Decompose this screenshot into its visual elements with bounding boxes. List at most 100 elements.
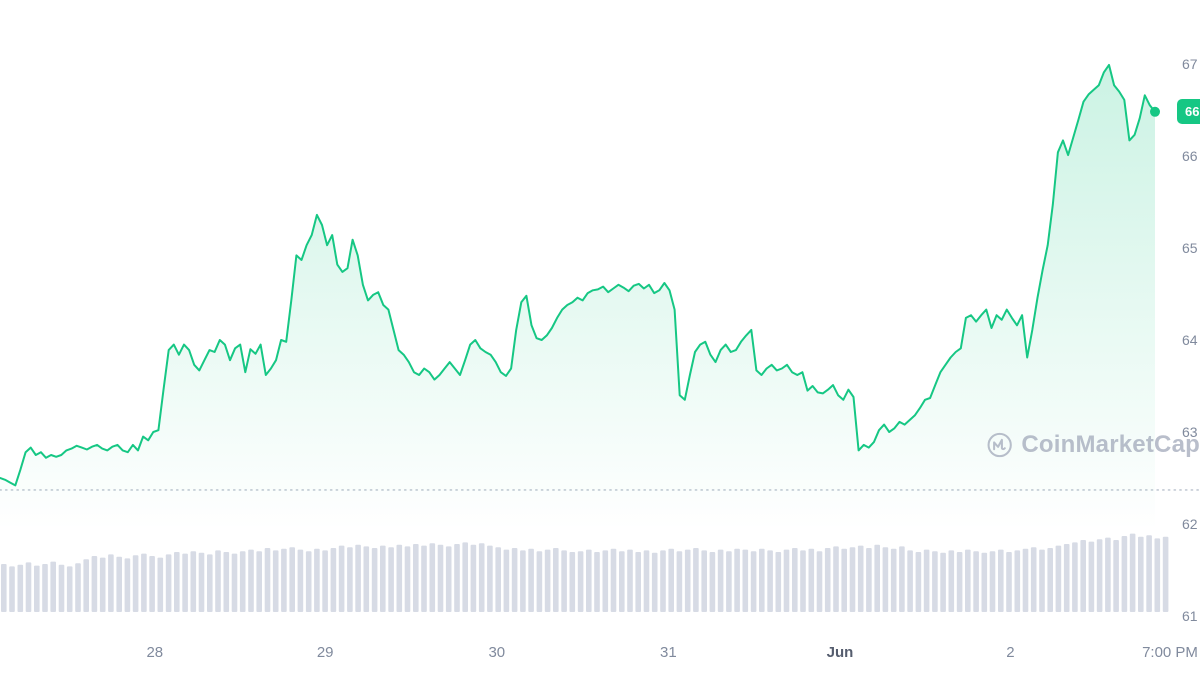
volume-bar xyxy=(520,550,526,612)
volume-bar xyxy=(182,553,188,612)
volume-bar xyxy=(149,556,155,612)
volume-bar xyxy=(528,548,534,612)
volume-bar xyxy=(717,549,724,612)
volume-bar xyxy=(141,553,147,612)
volume-bar xyxy=(890,548,897,612)
volume-bar xyxy=(445,546,452,612)
volume-bar xyxy=(1006,552,1012,612)
volume-bar xyxy=(83,559,89,612)
x-tick-label: 28 xyxy=(146,644,164,661)
coinmarketcap-logo-icon xyxy=(987,432,1012,458)
volume-bar xyxy=(923,549,930,612)
volume-bar xyxy=(701,550,707,612)
volume-bar xyxy=(157,557,164,612)
volume-bar xyxy=(454,544,460,612)
volume-bar xyxy=(973,551,979,612)
volume-bar xyxy=(1030,547,1037,612)
volume-bar xyxy=(272,550,279,612)
price-chart[interactable] xyxy=(0,0,1200,630)
y-tick-label: 63 xyxy=(1182,424,1198,440)
volume-bar xyxy=(899,546,905,612)
last-price-dot xyxy=(1150,106,1160,117)
volume-bar xyxy=(470,544,477,612)
volume-bar xyxy=(833,546,839,612)
volume-bar xyxy=(1055,545,1062,612)
volume-bar xyxy=(174,552,180,612)
volume-bar xyxy=(866,548,872,612)
volume-bars xyxy=(1,533,1169,612)
volume-bar xyxy=(1146,535,1152,612)
volume-bar xyxy=(577,551,584,612)
volume-bar xyxy=(956,552,963,612)
volume-bar xyxy=(355,544,361,612)
volume-bar xyxy=(1121,536,1128,612)
volume-bar xyxy=(322,550,328,612)
volume-bar xyxy=(132,555,139,612)
volume-bar xyxy=(907,550,913,612)
x-tick-label: 31 xyxy=(660,644,677,661)
volume-bar xyxy=(91,556,98,612)
y-tick-label: 62 xyxy=(1182,516,1198,532)
volume-bar xyxy=(726,551,732,612)
volume-bar xyxy=(108,554,114,612)
volume-bar xyxy=(75,563,81,612)
x-tick-label: 30 xyxy=(488,644,506,661)
volume-bar xyxy=(594,552,600,612)
volume-bar xyxy=(289,547,295,612)
volume-bar xyxy=(223,552,230,612)
volume-bar xyxy=(50,561,56,612)
volume-bar xyxy=(66,566,73,612)
volume-bar xyxy=(338,545,345,612)
volume-bar xyxy=(1088,541,1095,612)
volume-bar xyxy=(981,552,988,612)
volume-bar xyxy=(42,564,48,612)
volume-bar xyxy=(816,551,823,612)
volume-bar xyxy=(487,545,493,612)
volume-bar xyxy=(478,543,485,612)
volume-bar xyxy=(998,549,1004,612)
volume-bar xyxy=(1096,539,1103,612)
volume-bar xyxy=(767,550,773,612)
volume-bar xyxy=(619,551,625,612)
volume-bar xyxy=(421,545,427,612)
volume-bar xyxy=(1113,540,1119,612)
volume-bar xyxy=(948,550,955,612)
volume-bar xyxy=(305,551,312,612)
volume-bar xyxy=(495,547,501,612)
volume-bar xyxy=(413,544,419,612)
volume-bar xyxy=(965,549,971,612)
volume-bar xyxy=(231,553,238,612)
volume-bar xyxy=(1105,537,1111,612)
volume-bar xyxy=(808,548,815,612)
volume-bar xyxy=(256,551,262,612)
volume-bar xyxy=(824,548,831,612)
volume-bar xyxy=(1138,536,1144,612)
volume-bar xyxy=(684,549,691,612)
volume-bar xyxy=(742,549,749,612)
volume-bar xyxy=(1,564,7,612)
y-tick-label: 61 xyxy=(1182,608,1198,624)
volume-bar xyxy=(347,547,353,612)
volume-bar xyxy=(561,550,567,612)
volume-bar xyxy=(627,549,633,612)
volume-bar xyxy=(99,557,106,612)
x-tick-label: 7:00 PM xyxy=(1142,644,1198,661)
volume-bar xyxy=(314,548,320,612)
volume-bar xyxy=(371,548,378,612)
volume-bar xyxy=(388,547,394,612)
y-tick-label: 64 xyxy=(1182,332,1198,348)
volume-bar xyxy=(750,551,757,612)
volume-bar xyxy=(635,552,641,612)
volume-bar xyxy=(297,549,304,612)
volume-bar xyxy=(1022,548,1029,612)
volume-bar xyxy=(207,554,213,612)
volume-bar xyxy=(1047,548,1053,612)
volume-bar xyxy=(734,548,740,612)
volume-bar xyxy=(857,545,864,612)
volume-bar xyxy=(915,552,922,612)
volume-bar xyxy=(1080,540,1086,612)
y-tick-label: 67 xyxy=(1182,56,1198,72)
volume-bar xyxy=(882,547,889,612)
volume-bar xyxy=(380,545,386,612)
